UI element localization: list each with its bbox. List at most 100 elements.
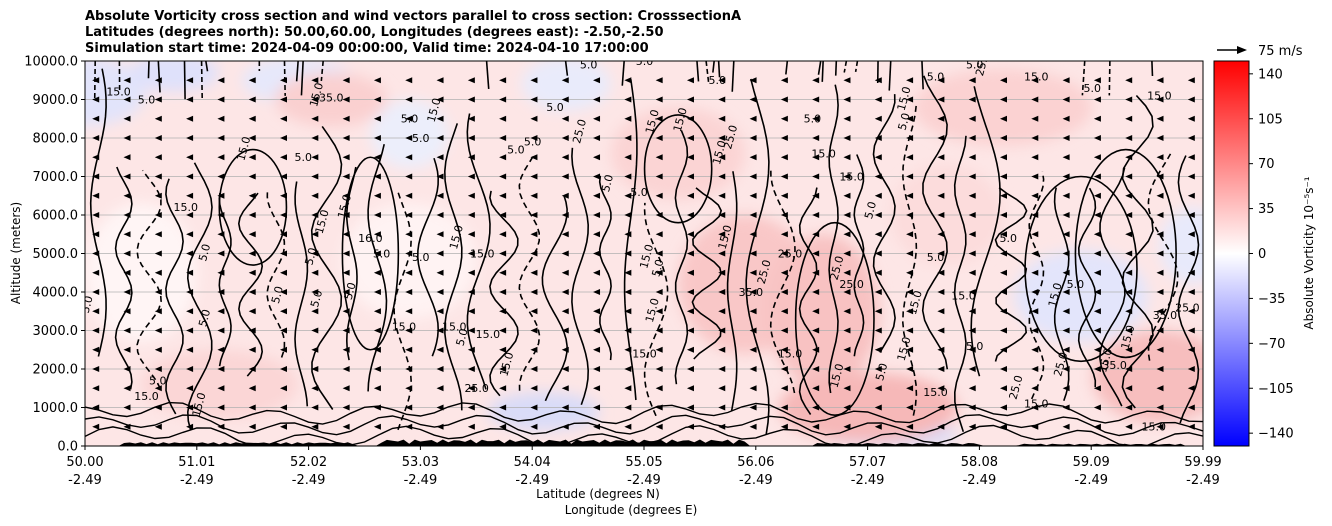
- wind-arrow: [968, 115, 976, 122]
- contour-label: 15.0: [190, 391, 209, 418]
- contour-label: 35.0: [1102, 359, 1127, 372]
- wind-arrow: [1187, 192, 1195, 199]
- contour-line: [769, 168, 796, 394]
- contour-label: 5.0: [599, 173, 616, 193]
- wind-arrow: [373, 231, 381, 238]
- wind-arrow: [1156, 231, 1164, 238]
- wind-arrow: [186, 231, 194, 238]
- wind-arrow: [593, 135, 601, 141]
- contour-line-top: [183, 61, 186, 100]
- wind-arrow: [906, 212, 914, 218]
- wind-arrow: [248, 154, 256, 161]
- wind-arrow: [530, 192, 538, 199]
- wind-arrow: [968, 404, 976, 411]
- wind-arrow: [999, 250, 1007, 257]
- contour-loop: [794, 221, 875, 417]
- wind-arrow: [749, 289, 757, 295]
- x-tick-label-lat: 52.02: [290, 455, 327, 470]
- wind-arrow: [436, 327, 444, 334]
- wind-arrow: [561, 308, 569, 315]
- wind-arrow: [624, 250, 632, 257]
- contour-label: 15.0: [1119, 324, 1138, 351]
- wind-arrow: [342, 308, 350, 315]
- wind-arrow: [561, 327, 569, 334]
- wind-arrow: [1062, 173, 1070, 180]
- wind-arrow: [1062, 96, 1070, 103]
- wind-arrow: [467, 154, 475, 161]
- contour-line: [1077, 187, 1097, 388]
- contour-line: [136, 169, 162, 389]
- x-axis: 50.00 -2.49 51.01 -2.49 52.02 -2.49 53.03 -2.49…: [66, 446, 1222, 488]
- wind-arrow: [1093, 115, 1101, 122]
- contour-label: 15.0: [134, 390, 159, 403]
- wind-arrow: [593, 289, 601, 295]
- wind-arrow: [874, 404, 882, 411]
- colorbar-tick-label: 70: [1258, 157, 1275, 172]
- wind-arrow: [1031, 269, 1039, 276]
- wind-arrow: [812, 96, 820, 103]
- x-tick-label-lon: -2.49: [627, 473, 661, 488]
- wind-arrow: [780, 173, 788, 180]
- wind-arrow: [311, 135, 319, 141]
- contour-label: 5.0: [507, 143, 525, 156]
- wind-arrow: [718, 385, 726, 392]
- wind-arrow: [499, 77, 507, 84]
- contour-line-top: [712, 61, 715, 73]
- wind-arrow: [874, 308, 882, 315]
- wind-arrow: [1031, 77, 1039, 84]
- wind-arrow: [1125, 385, 1133, 392]
- wind-arrow: [968, 135, 976, 141]
- wind-arrow: [248, 289, 256, 295]
- wind-arrow: [686, 96, 694, 103]
- wind-arrow: [593, 192, 601, 199]
- contour-line: [1147, 153, 1179, 361]
- wind-arrow: [499, 154, 507, 161]
- wind-arrow: [123, 404, 131, 411]
- wind-arrow: [843, 423, 851, 430]
- contour-label: 5.0: [308, 289, 325, 309]
- wind-arrow: [686, 385, 694, 392]
- wind-arrow: [280, 346, 288, 353]
- wind-arrow: [186, 154, 194, 161]
- contour-line-top: [888, 61, 892, 91]
- wind-arrow: [280, 173, 288, 180]
- wind-arrow: [1031, 96, 1039, 103]
- wind-arrow: [92, 96, 100, 103]
- quiver-key-arrow-head: [1237, 46, 1247, 54]
- contour-line-top: [717, 61, 721, 78]
- wind-arrow: [499, 366, 507, 372]
- contour-label: 25.0: [721, 124, 740, 151]
- wind-arrow: [780, 308, 788, 315]
- wind-arrow: [342, 77, 350, 84]
- contour-line: [623, 79, 638, 401]
- wind-arrow: [1031, 250, 1039, 257]
- wind-arrow: [874, 115, 882, 122]
- wind-arrow: [937, 192, 945, 199]
- wind-arrow: [154, 346, 162, 353]
- contour-label: 15.0: [173, 201, 198, 214]
- wind-arrow: [342, 404, 350, 411]
- contour-line: [489, 190, 519, 397]
- wind-arrow: [467, 135, 475, 141]
- wind-arrow: [186, 96, 194, 103]
- contour-label: 15.0: [1024, 70, 1049, 83]
- wind-arrow: [906, 135, 914, 141]
- colorbar: 140 105 70 35 0 −35 −70 −105 −140 Absolute Vorti…: [1213, 60, 1316, 447]
- wind-arrow: [655, 96, 663, 103]
- wind-arrow: [342, 250, 350, 257]
- wind-arrow: [968, 289, 976, 295]
- wind-arrow: [1031, 115, 1039, 122]
- wind-arrow: [436, 231, 444, 238]
- y-tick-label: 5000.0: [33, 247, 79, 262]
- wind-arrow: [561, 289, 569, 295]
- wind-arrow: [968, 77, 976, 84]
- colorbar-tick-label: 35: [1258, 202, 1275, 217]
- wind-arrow: [1187, 115, 1195, 122]
- wind-arrow: [1187, 346, 1195, 353]
- wind-arrow: [1031, 231, 1039, 238]
- wind-arrow: [718, 212, 726, 218]
- wind-arrow: [186, 192, 194, 199]
- wind-arrow: [906, 385, 914, 392]
- wind-arrow: [999, 269, 1007, 276]
